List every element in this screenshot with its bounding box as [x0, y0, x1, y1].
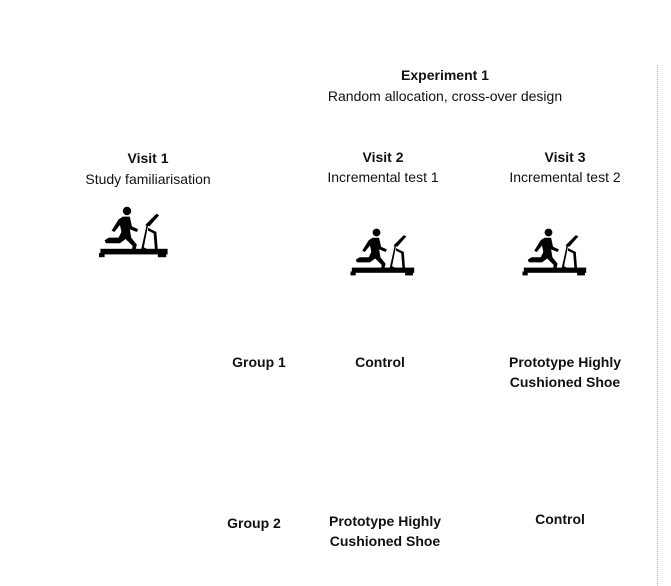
visit-2-subtitle: Incremental test 1	[327, 169, 439, 185]
group-1-label: Group 1	[232, 354, 286, 370]
treadmill-runner-icon	[348, 226, 418, 278]
experiment-subtitle: Random allocation, cross-over design	[327, 88, 563, 104]
dotted-divider	[657, 65, 658, 586]
group-1-visit-2-condition: Control	[355, 354, 405, 370]
group-2-visit-2-condition-line-2: Cushioned Shoe	[329, 533, 441, 549]
visit-3-subtitle: Incremental test 2	[509, 169, 621, 185]
group-2-label: Group 2	[227, 515, 281, 531]
group-1-visit-3-condition-line-1: Prototype Highly	[508, 354, 622, 370]
experiment-title: Experiment 1	[401, 67, 489, 83]
group-1-visit-3-condition-line-2: Cushioned Shoe	[509, 374, 621, 390]
visit-1-subtitle: Study familiarisation	[85, 171, 211, 187]
visit-2-title: Visit 2	[362, 149, 404, 165]
visit-1-title: Visit 1	[127, 150, 169, 166]
treadmill-runner-icon	[520, 226, 590, 278]
group-2-visit-3-condition: Control	[535, 511, 585, 527]
group-2-visit-2-condition-line-1: Prototype Highly	[328, 513, 442, 529]
visit-3-title: Visit 3	[544, 149, 586, 165]
treadmill-runner-icon	[99, 199, 169, 265]
